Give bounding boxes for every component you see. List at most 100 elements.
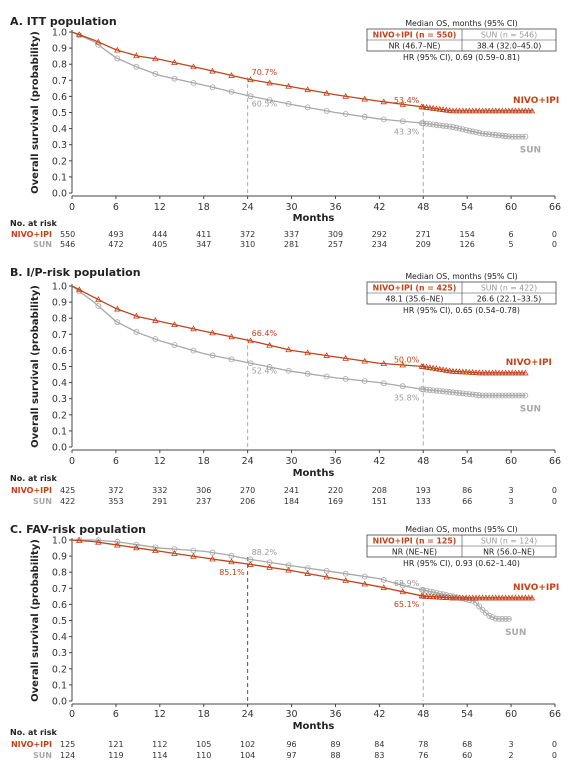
- censor-mark-sun: [420, 386, 427, 393]
- censor-mark-sun: [361, 113, 368, 120]
- x-tick-label: 6: [113, 709, 119, 720]
- censor-mark-sun: [114, 319, 121, 326]
- at-risk-row-label: SUN: [33, 240, 52, 249]
- at-risk-count: 472: [108, 240, 123, 249]
- at-risk-count: 405: [152, 240, 167, 249]
- censor-mark-nivo: [247, 337, 254, 344]
- at-risk-count: 104: [240, 751, 255, 760]
- y-tick-label: 0.2: [52, 410, 67, 421]
- censor-mark-sun: [499, 392, 506, 399]
- censor-mark-sun: [285, 367, 292, 374]
- x-tick-label: 12: [154, 456, 166, 467]
- censor-mark-nivo: [472, 594, 480, 601]
- median-os-nivo-head: NIVO+IPI (n = 550): [373, 31, 457, 40]
- at-risk-count: 97: [286, 751, 296, 760]
- x-tick-label: 48: [417, 456, 429, 467]
- censor-mark-sun: [133, 541, 140, 548]
- censor-mark-nivo: [380, 360, 388, 367]
- censor-mark-sun: [95, 303, 102, 309]
- y-tick-label: 1.0: [52, 28, 67, 39]
- nivo-ipi-curve: [71, 539, 534, 599]
- censor-mark-nivo: [433, 365, 440, 372]
- censor-mark-nivo: [95, 38, 102, 45]
- at-risk-count: 151: [372, 497, 387, 506]
- x-tick-label: 0: [69, 709, 75, 720]
- censor-mark-sun: [190, 79, 197, 86]
- y-tick-label: 0.6: [52, 92, 67, 103]
- at-risk-count: 102: [240, 740, 255, 749]
- x-tick-label: 54: [461, 709, 473, 720]
- median-os-nivo-value: 48.1 (35.6–NE): [386, 295, 444, 304]
- censor-mark-sun: [502, 133, 509, 139]
- censor-mark-nivo: [380, 98, 388, 105]
- censor-mark-sun: [479, 606, 486, 613]
- at-risk-header: No. at risk: [10, 219, 57, 228]
- nivo-ipi-label: NIVO+IPI: [513, 96, 559, 106]
- censor-mark-nivo: [266, 341, 273, 348]
- censor-mark-sun: [519, 392, 525, 399]
- censor-mark-nivo: [323, 352, 330, 358]
- panel-title: A. ITT population: [10, 15, 117, 28]
- y-tick-label: 0.2: [52, 664, 67, 675]
- x-tick-label: 6: [113, 202, 119, 213]
- censor-mark-sun: [515, 392, 522, 399]
- y-tick-label: 0.8: [52, 314, 67, 325]
- at-risk-count: 309: [328, 230, 343, 239]
- censor-mark-nivo: [114, 305, 121, 312]
- censor-mark-nivo: [133, 544, 140, 551]
- censor-mark-sun: [466, 391, 473, 398]
- y-tick-label: 0.3: [52, 140, 67, 151]
- y-tick-label: 0.3: [52, 394, 67, 405]
- landmark-value: 66.4%: [252, 329, 278, 338]
- at-risk-count: 425: [60, 486, 75, 495]
- at-risk-count: 2: [509, 751, 514, 760]
- censor-mark-sun: [436, 122, 443, 129]
- censor-mark-sun: [446, 389, 453, 395]
- at-risk-count: 220: [328, 486, 343, 495]
- x-axis-label: Months: [293, 213, 335, 224]
- censor-mark-nivo: [459, 594, 467, 601]
- censor-mark-sun: [459, 126, 466, 133]
- censor-mark-nivo: [518, 594, 526, 601]
- censor-mark-nivo: [426, 104, 434, 111]
- censor-mark-sun: [152, 544, 159, 551]
- at-risk-count: 3: [509, 486, 514, 495]
- censor-mark-nivo: [515, 594, 523, 601]
- censor-mark-nivo: [475, 369, 483, 376]
- censor-mark-sun: [473, 129, 479, 136]
- censor-mark-nivo: [485, 107, 493, 114]
- censor-mark-sun: [512, 133, 519, 140]
- censor-mark-nivo: [456, 368, 463, 375]
- censor-mark-sun: [209, 549, 216, 556]
- censor-mark-nivo: [285, 82, 292, 89]
- landmark-value: 85.1%: [219, 568, 245, 577]
- at-risk-count: 169: [328, 497, 343, 506]
- censor-mark-sun: [420, 120, 427, 127]
- censor-mark-sun: [450, 389, 456, 396]
- at-risk-count: 310: [240, 240, 255, 249]
- at-risk-count: 291: [152, 497, 167, 506]
- censor-mark-sun: [380, 380, 387, 387]
- x-tick-label: 54: [461, 202, 473, 213]
- sun-label: SUN: [520, 404, 541, 414]
- censor-mark-nivo: [209, 555, 216, 562]
- x-tick-label: 24: [242, 709, 254, 720]
- censor-mark-nivo: [342, 354, 349, 361]
- y-tick-label: 0.4: [52, 378, 67, 389]
- landmark-value: 50.0%: [394, 356, 420, 365]
- at-risk-count: 271: [416, 230, 431, 239]
- censor-mark-sun: [171, 75, 178, 82]
- landmark-value: 35.8%: [394, 393, 420, 402]
- censor-mark-nivo: [423, 363, 430, 370]
- censor-mark-nivo: [528, 594, 536, 601]
- censor-mark-sun: [228, 356, 235, 363]
- censor-mark-nivo: [266, 79, 273, 86]
- censor-mark-nivo: [133, 52, 140, 59]
- censor-mark-sun: [489, 131, 496, 138]
- censor-mark-nivo: [459, 107, 467, 114]
- nivo-ipi-curve: [71, 31, 534, 112]
- censor-mark-nivo: [436, 105, 444, 112]
- median-os-sun-head: SUN (n = 546): [481, 31, 537, 40]
- at-risk-row-label: NIVO+IPI: [11, 486, 52, 495]
- panel-2: B. I/P-risk population 0.0 0.1 0.2 0.3 0.4 0.5…: [10, 266, 561, 506]
